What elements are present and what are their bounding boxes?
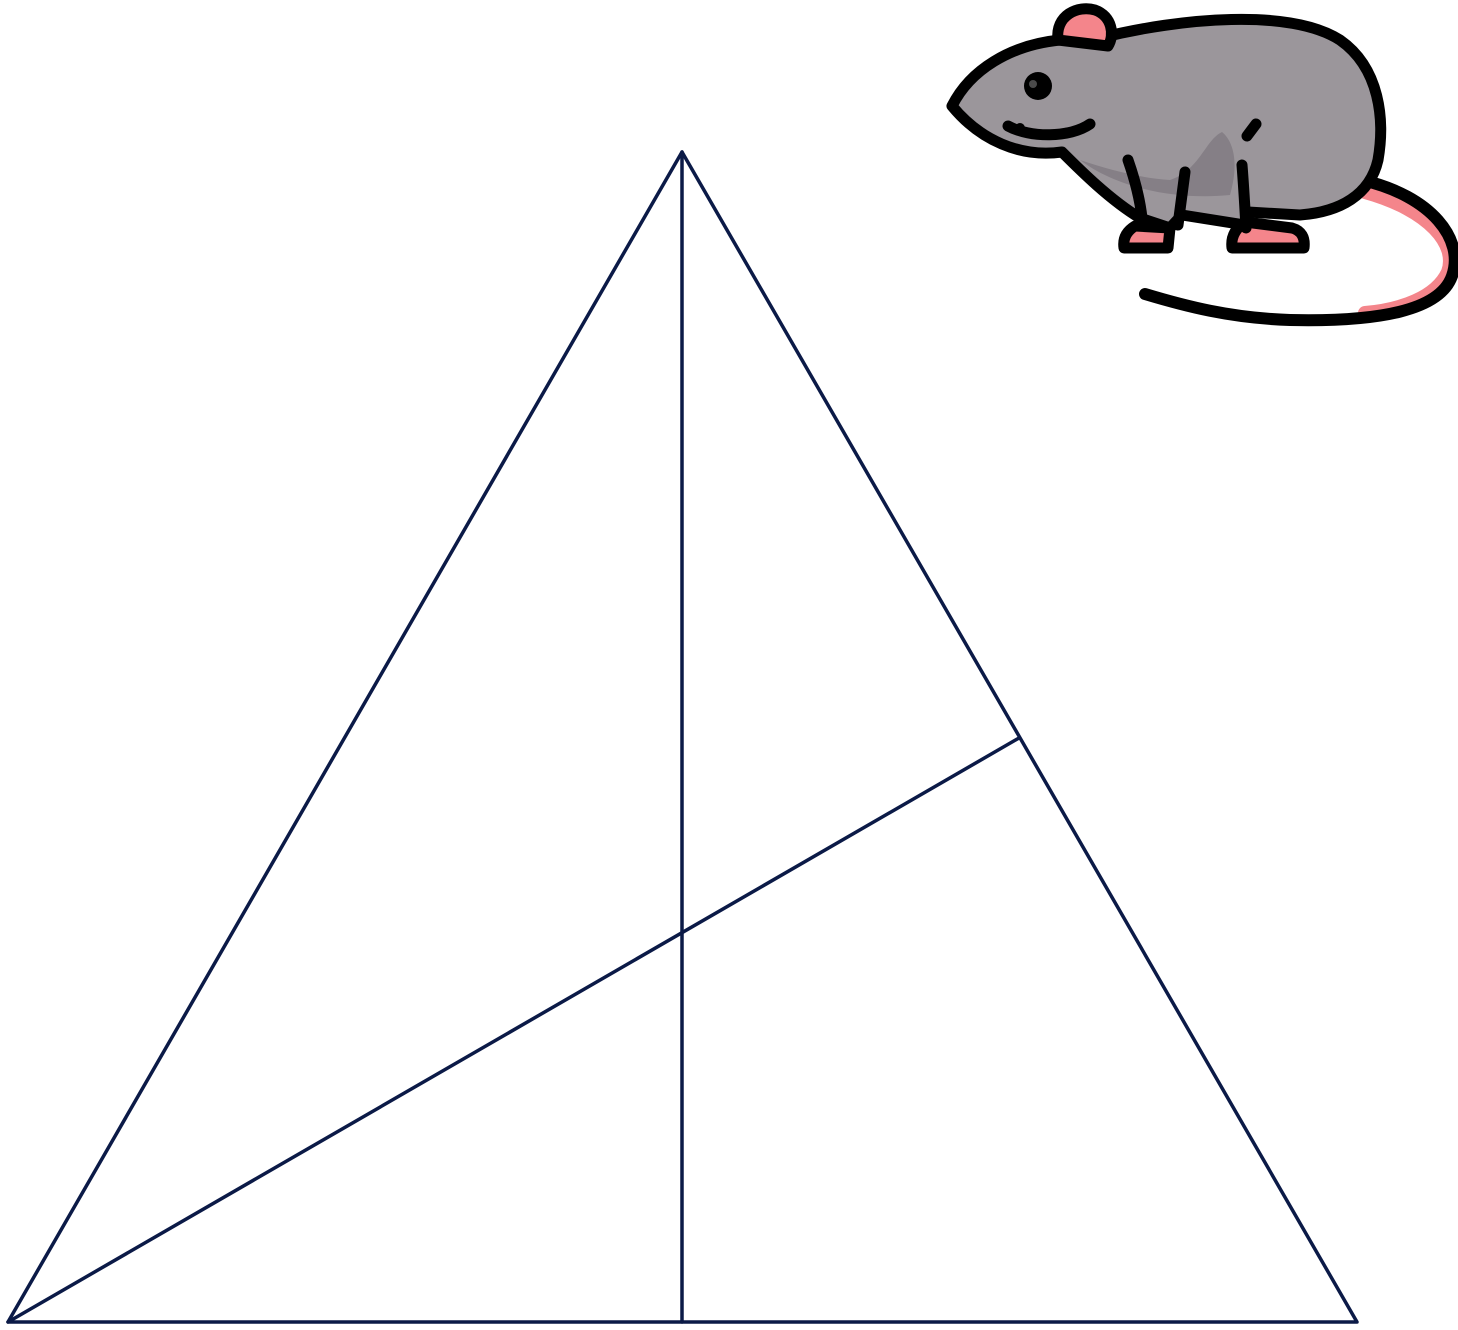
mouse-smile (1002, 118, 1096, 141)
mouse-tail-outline (1139, 174, 1458, 327)
mouse-ear (1052, 3, 1117, 52)
mouse-nose (1015, 123, 1025, 133)
mouse-icon (946, 3, 1458, 327)
mouse-body (946, 13, 1387, 234)
mouse-front-foot (1118, 220, 1176, 254)
mouse-back-leg (1236, 159, 1252, 234)
mouse-belly-shade (1080, 132, 1235, 197)
mouse-front-leg-2 (1172, 166, 1191, 231)
mouse-eye (1024, 72, 1052, 100)
mouse-haunch-mark (1241, 118, 1262, 142)
mouse-front-leg (1122, 154, 1148, 224)
mouse-eye-highlight (1029, 80, 1037, 88)
diagonal-line (6, 736, 1021, 1324)
